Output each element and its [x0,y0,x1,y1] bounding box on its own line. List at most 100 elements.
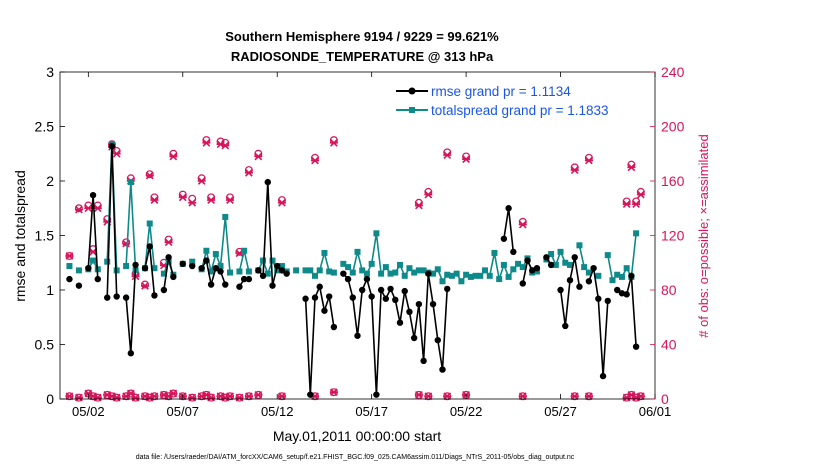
rmse-point [245,275,253,283]
rmse-point [269,282,276,289]
totalspread-point [330,269,337,276]
obs-possible-marker [74,204,83,213]
legend-box [392,78,650,122]
rmse-point [354,332,361,339]
obs-assimilated-marker [636,190,645,199]
rmse-point [595,295,602,302]
rmse-point [363,275,371,283]
obs-assimilated-marker [169,152,178,161]
obs-assimilated-marker [178,193,187,202]
rmse-point [571,254,578,261]
totalspread-point [278,263,285,270]
right-y-tick-label: 200 [661,119,685,135]
totalspread-point [618,273,625,280]
rmse-point [434,336,441,344]
obs-assimilated-low-marker [518,392,527,401]
obs-assimilated-marker [74,205,83,214]
totalspread-point [382,264,389,271]
rmse-point [151,292,158,299]
totalspread-point [515,260,522,267]
obs-assimilated-marker [84,204,93,213]
totalspread-point [236,268,243,275]
totalspread-point [274,267,281,274]
rmse-point [429,300,437,308]
right-y-tick-label: 240 [661,64,685,80]
rmse-point [519,280,526,287]
totalspread-point [576,242,583,249]
obs-assimilated-low-marker [188,393,197,402]
obs-possible-marker [122,238,131,247]
totalspread-point [264,270,271,277]
obs-assimilated-marker [188,198,197,207]
totalspread-point [519,264,526,271]
obs-assimilated-low-marker [93,393,102,402]
left-y-tick-label: 2 [46,173,54,189]
totalspread-point [354,248,361,255]
rmse-point [392,296,399,304]
legend-spread-label: totalspread grand pr = 1.1833 [431,103,609,118]
rmse-point [359,286,366,294]
rmse-point [614,286,621,294]
totalspread-point [482,267,488,274]
totalspread-point [581,264,588,271]
x-axis-label: May.01,2011 00:00:00 start [273,428,441,444]
totalspread-point [66,263,73,270]
totalspread-point [595,272,602,279]
totalspread-point [368,260,375,267]
totalspread-point [316,267,323,274]
totalspread-point [307,267,314,274]
right-y-tick-label: 120 [661,228,685,244]
rmse-point [425,270,432,277]
rmse-point [632,343,640,350]
totalspread-point [387,270,394,277]
obs-assimilated-low-marker [131,393,140,402]
obs-assimilated-low-series [65,388,645,402]
totalspread-point [269,257,276,264]
rmse-point [500,235,508,242]
rmse-point [547,261,555,269]
legend: rmse grand pr = 1.1134 totalspread grand… [392,78,650,122]
obs-assimilated-marker [164,238,173,247]
rmse-point [396,319,404,326]
totalspread-point [614,271,621,278]
obs-assimilated-marker [254,152,263,161]
rmse-point [283,270,290,277]
right-y-axis-ticks: 0 40 80 120 160 200 240 [650,64,685,407]
totalspread-point [260,257,267,264]
rmse-point [439,366,446,373]
right-y-tick-label: 80 [661,282,677,298]
chart-title-line1: Southern Hemisphere 9194 / 9229 = 99.621… [225,29,499,44]
obs-assimilated-marker [329,138,338,147]
totalspread-point [533,268,540,275]
totalspread-point [217,263,224,270]
obs-assimilated-marker [202,138,211,147]
rmse-point [240,275,248,283]
totalspread-point [123,263,130,270]
rmse-point [373,391,380,398]
obs-assimilated-marker [207,196,216,204]
totalspread-point [467,273,474,280]
right-y-tick-label: 40 [661,337,677,353]
rmse-point [66,275,73,283]
rmse-point [368,293,375,300]
rmse-point [562,322,569,330]
rmse-point [533,265,541,272]
obs-possible-marker [145,170,154,179]
rmse-point [104,294,111,301]
totalspread-point [609,277,616,284]
totalspread-point [75,267,82,274]
rmse-point [599,372,607,380]
obs-assimilated-marker [197,177,206,185]
obs-assimilated-marker [632,200,641,209]
rmse-point [321,307,328,314]
rmse-point [566,276,574,284]
rmse-point [198,265,205,272]
rmse-point [236,283,243,290]
rmse-point [85,265,92,272]
obs-assimilated-low-marker [226,392,234,401]
obs-assimilated-low-marker [150,392,159,401]
rmse-point [160,286,168,294]
legend-rmse-label: rmse grand pr = 1.1134 [431,84,571,99]
totalspread-point [472,272,479,279]
obs-assimilated-series [65,138,645,290]
